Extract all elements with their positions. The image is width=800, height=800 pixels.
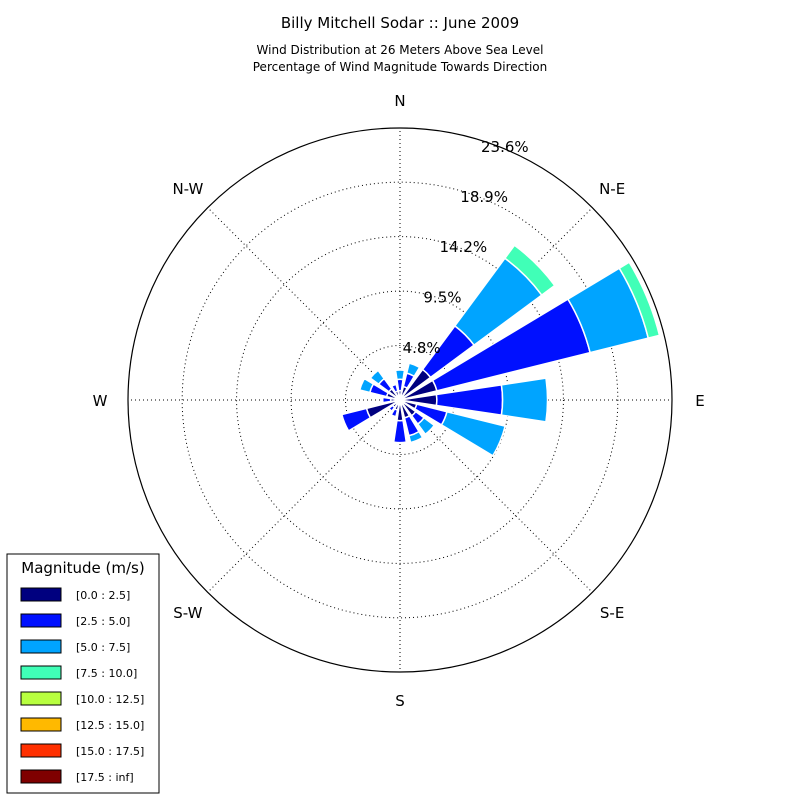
- chart-subtitle-line1: Wind Distribution at 26 Meters Above Sea…: [257, 43, 544, 57]
- direction-label: W: [93, 392, 108, 410]
- wind-bar-segment: [500, 377, 549, 423]
- grid-spoke: [207, 399, 401, 593]
- chart-title: Billy Mitchell Sodar :: June 2009: [281, 14, 519, 32]
- direction-label: N-E: [599, 180, 625, 198]
- direction-labels: N N-E E S-E S S-W W N-W: [93, 92, 705, 710]
- grid-ring: [181, 181, 619, 619]
- legend-swatch: [20, 717, 62, 732]
- legend-swatch: [20, 613, 62, 628]
- direction-label: E: [695, 392, 704, 410]
- direction-label: N-W: [172, 180, 203, 198]
- legend-swatch: [20, 639, 62, 654]
- legend-label: [10.0 : 12.5]: [76, 693, 144, 706]
- wind-bar-segment: [392, 419, 408, 444]
- legend-swatch: [20, 743, 62, 758]
- chart-subtitle-line2: Percentage of Wind Magnitude Towards Dir…: [253, 60, 547, 74]
- wind-bar-segment: [416, 416, 436, 436]
- legend: Magnitude (m/s) [0.0 : 2.5] [2.5 : 5.0] [5…: [6, 553, 160, 794]
- ring-label: 14.2%: [439, 238, 487, 256]
- legend-swatch: [20, 665, 62, 680]
- grid-spoke: [207, 207, 401, 401]
- legend-label: [15.0 : 17.5]: [76, 745, 144, 758]
- wind-bar-segment: [390, 407, 399, 418]
- ring-label: 23.6%: [481, 138, 529, 156]
- legend-label: [17.5 : inf]: [76, 771, 134, 784]
- direction-label: N: [394, 92, 405, 110]
- legend-swatch: [20, 587, 62, 602]
- wind-bar-segment: [618, 261, 661, 340]
- wind-bar-segment: [390, 383, 399, 394]
- legend-swatch: [20, 691, 62, 706]
- wind-bar-segment: [435, 383, 504, 417]
- wind-bar-segment: [440, 410, 507, 457]
- wind-bar-segment: [408, 430, 424, 444]
- ring-label: 9.5%: [423, 289, 461, 307]
- wind-bar-segment: [394, 369, 406, 381]
- wind-bar-segment: [381, 396, 392, 404]
- legend-items: [0.0 : 2.5] [2.5 : 5.0] [5.0 : 7.5] [7.5 : …: [20, 587, 144, 784]
- legend-label: [12.5 : 15.0]: [76, 719, 144, 732]
- wind-bar-segment: [387, 404, 396, 413]
- legend-title: Magnitude (m/s): [21, 559, 144, 577]
- direction-label: S-E: [600, 604, 624, 622]
- legend-label: [7.5 : 10.0]: [76, 667, 137, 680]
- ring-labels: 4.8% 9.5% 14.2% 18.9% 23.6%: [403, 138, 529, 357]
- wind-bar-segment: [340, 407, 372, 432]
- ring-label: 4.8%: [403, 339, 441, 357]
- grid-ring: [236, 236, 564, 564]
- legend-label: [5.0 : 7.5]: [76, 641, 130, 654]
- legend-label: [2.5 : 5.0]: [76, 615, 130, 628]
- grid-spoke: [399, 399, 593, 593]
- ring-label: 18.9%: [460, 188, 508, 206]
- direction-label: S: [395, 692, 405, 710]
- wind-bar-segment: [358, 377, 375, 394]
- legend-swatch: [20, 769, 62, 784]
- polar-outer-frame: [127, 127, 673, 673]
- wind-bars: [340, 244, 661, 457]
- wind-bar-segment: [503, 244, 556, 297]
- wind-bar-segment: [369, 369, 386, 386]
- direction-label: S-W: [173, 604, 202, 622]
- wind-bar-segment: [405, 362, 421, 378]
- legend-label: [0.0 : 2.5]: [76, 589, 130, 602]
